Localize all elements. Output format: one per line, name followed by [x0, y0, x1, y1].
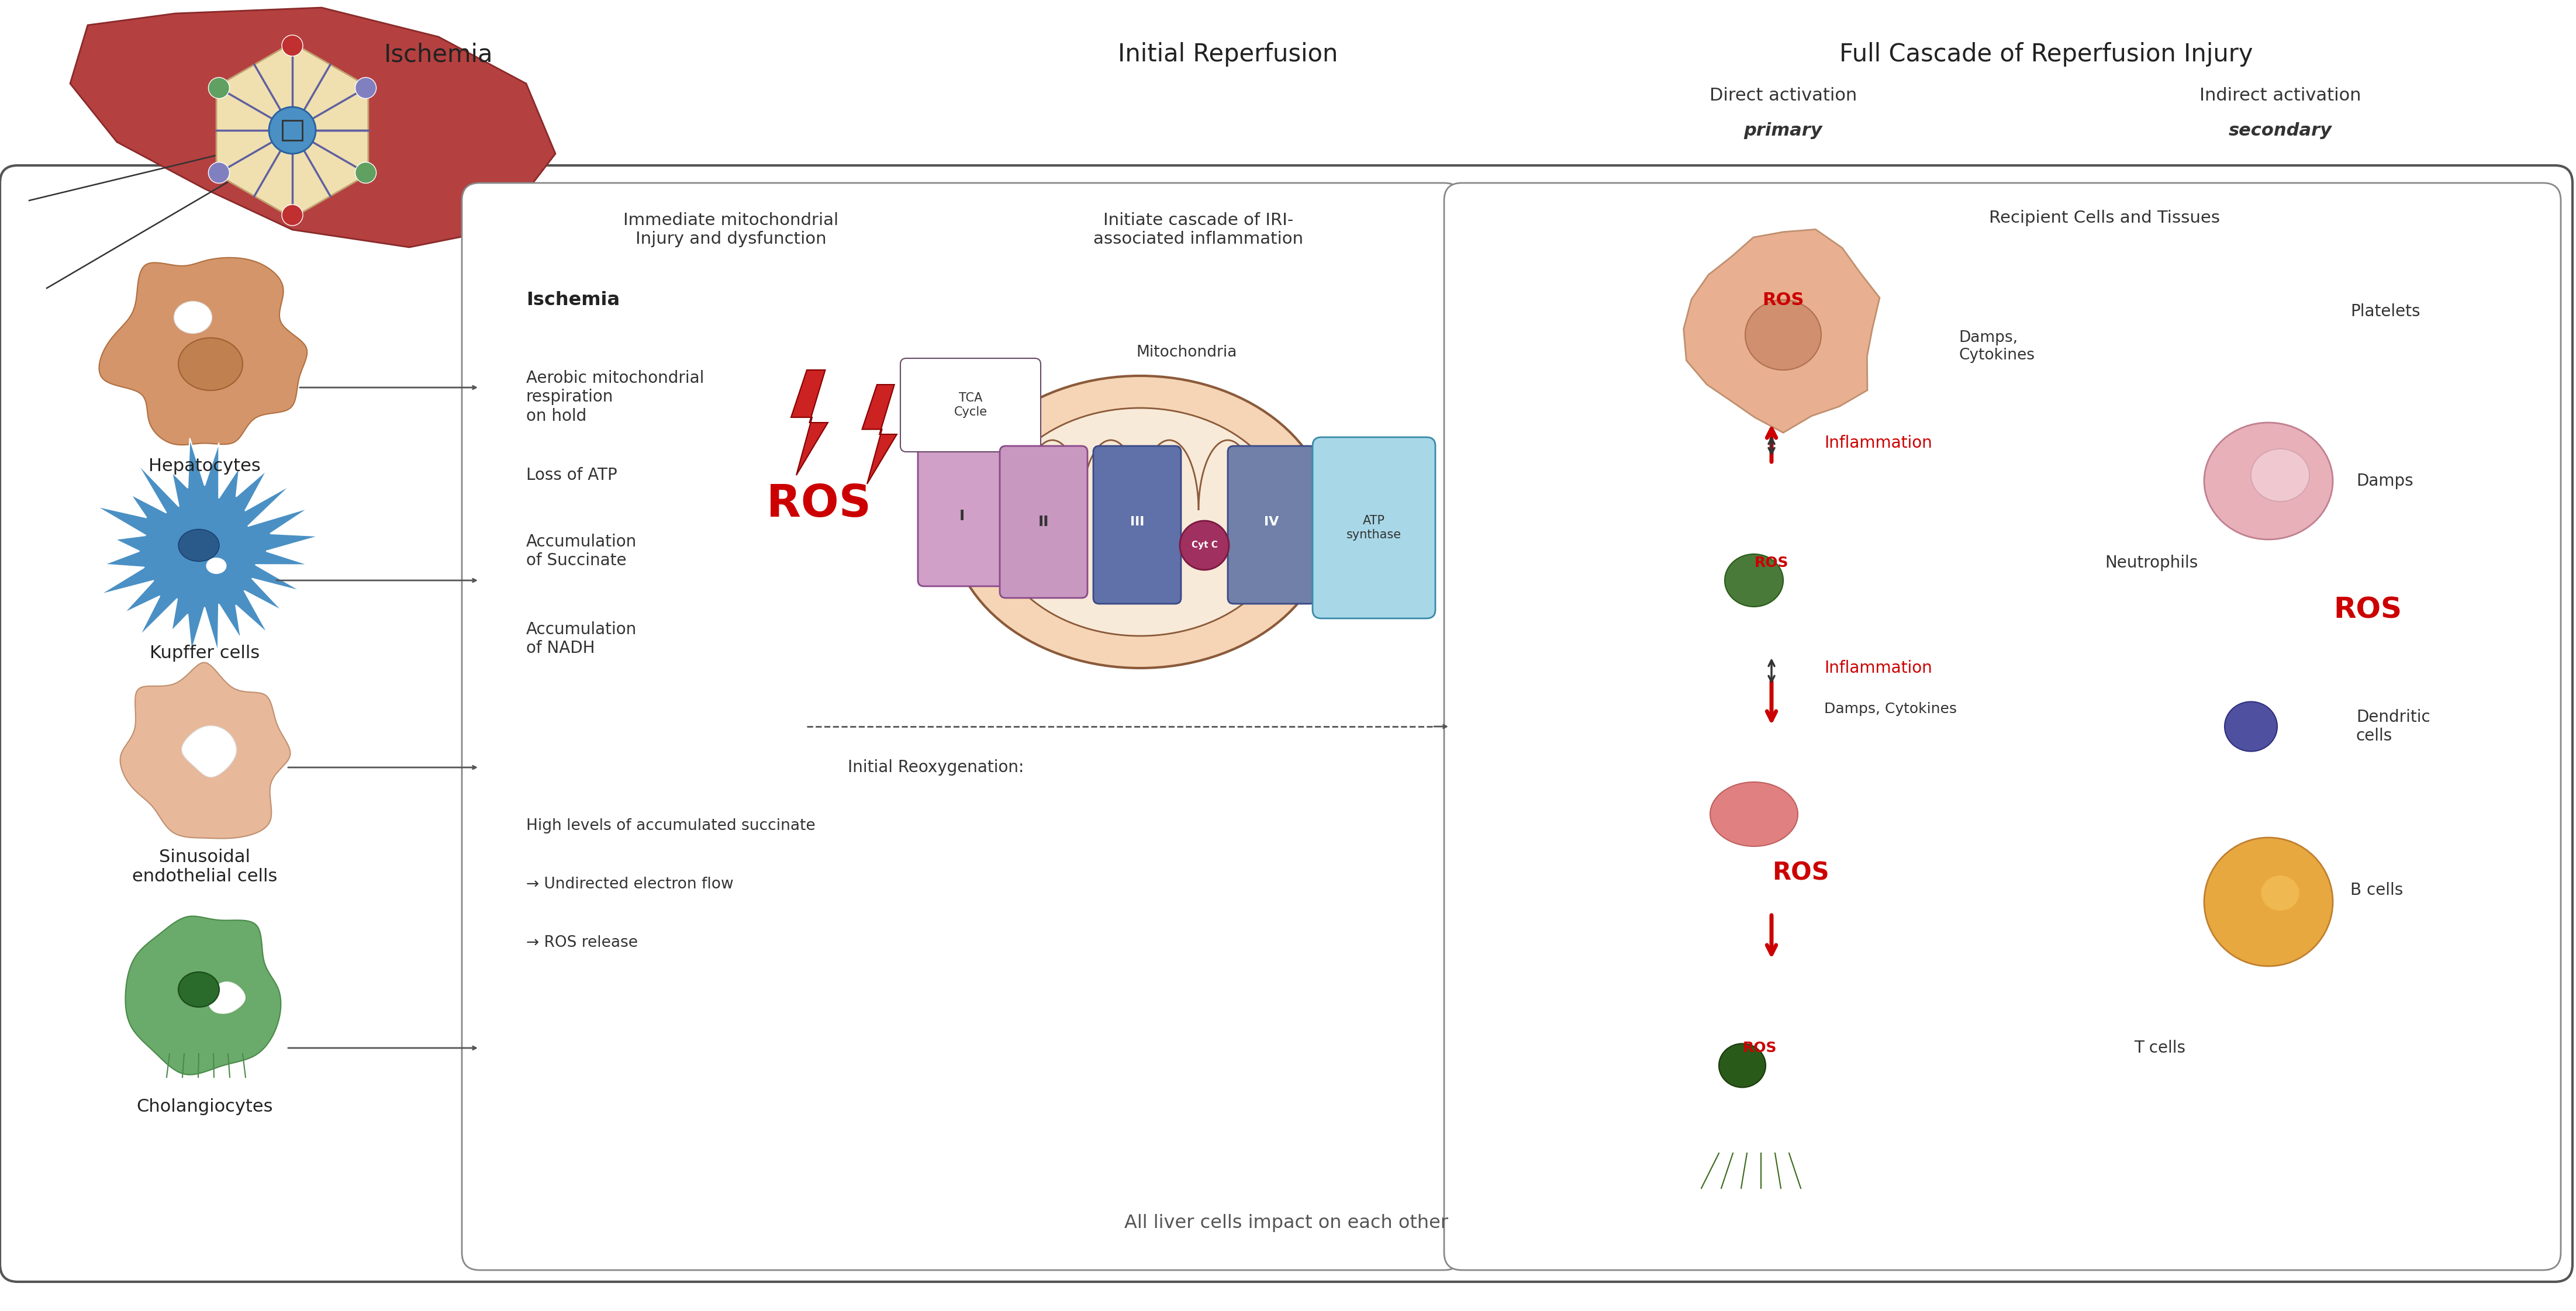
Circle shape [281, 35, 304, 56]
Ellipse shape [1718, 1044, 1765, 1087]
Text: Indirect activation: Indirect activation [2200, 87, 2362, 104]
Circle shape [209, 163, 229, 184]
Polygon shape [1906, 802, 1991, 889]
Polygon shape [98, 258, 307, 444]
Text: T cells: T cells [2133, 1040, 2184, 1057]
FancyBboxPatch shape [917, 446, 1005, 586]
Text: secondary: secondary [2228, 122, 2331, 139]
Polygon shape [2174, 244, 2321, 391]
FancyBboxPatch shape [1092, 446, 1180, 604]
Text: ROS: ROS [765, 482, 871, 526]
Text: Sinusoidal
endothelial cells: Sinusoidal endothelial cells [131, 848, 278, 885]
Text: Accumulation
of NADH: Accumulation of NADH [526, 621, 636, 657]
Text: Neutrophils: Neutrophils [2105, 555, 2197, 572]
FancyBboxPatch shape [0, 165, 2573, 1282]
Text: Ischemia: Ischemia [526, 291, 621, 309]
Ellipse shape [2226, 701, 2277, 751]
Text: II: II [1038, 515, 1048, 528]
Circle shape [355, 77, 376, 98]
Ellipse shape [2205, 422, 2334, 540]
Polygon shape [1638, 654, 1955, 1009]
Circle shape [281, 205, 304, 225]
Ellipse shape [2262, 876, 2300, 911]
Polygon shape [1685, 229, 1880, 433]
Text: → Undirected electron flow: → Undirected electron flow [526, 877, 734, 891]
Ellipse shape [175, 302, 211, 333]
Ellipse shape [1744, 300, 1821, 370]
Text: ROS: ROS [1772, 860, 1829, 885]
Text: Mitochondria: Mitochondria [1136, 345, 1236, 361]
Text: Hepatocytes: Hepatocytes [149, 458, 260, 475]
Polygon shape [2112, 595, 2385, 872]
FancyBboxPatch shape [1314, 437, 1435, 619]
Ellipse shape [992, 408, 1288, 636]
Text: Inflammation: Inflammation [1824, 435, 1932, 451]
Text: High levels of accumulated succinate: High levels of accumulated succinate [526, 818, 817, 834]
Text: Immediate mitochondrial
Injury and dysfunction: Immediate mitochondrial Injury and dysfu… [623, 212, 837, 248]
Circle shape [355, 163, 376, 184]
Ellipse shape [206, 557, 227, 574]
FancyBboxPatch shape [1445, 184, 2561, 1270]
Text: Recipient Cells and Tissues: Recipient Cells and Tissues [1989, 210, 2221, 227]
Text: ROS: ROS [1744, 1041, 1777, 1055]
Ellipse shape [178, 971, 219, 1007]
Text: TCA
Cycle: TCA Cycle [953, 392, 987, 418]
Ellipse shape [951, 376, 1329, 669]
Text: Initial Reperfusion: Initial Reperfusion [1118, 42, 1337, 67]
FancyBboxPatch shape [461, 184, 1461, 1270]
Text: Kupffer cells: Kupffer cells [149, 645, 260, 662]
Text: → ROS release: → ROS release [526, 935, 639, 950]
Text: ATP
synthase: ATP synthase [1347, 515, 1401, 540]
Ellipse shape [2251, 448, 2311, 502]
Text: Initiate cascade of IRI-
associated inflammation: Initiate cascade of IRI- associated infl… [1095, 212, 1303, 248]
Circle shape [2205, 838, 2334, 966]
Text: Full Cascade of Reperfusion Injury: Full Cascade of Reperfusion Injury [1839, 42, 2254, 67]
Text: IV: IV [1265, 517, 1280, 528]
Circle shape [268, 108, 317, 153]
Text: Dendritic
cells: Dendritic cells [2357, 709, 2429, 745]
Text: Aerobic mitochondrial
respiration
on hold: Aerobic mitochondrial respiration on hol… [526, 370, 703, 425]
Text: Cyt C: Cyt C [1190, 541, 1218, 549]
Polygon shape [863, 384, 896, 484]
Polygon shape [95, 438, 319, 653]
Polygon shape [1651, 957, 1868, 1159]
Text: B cells: B cells [2349, 882, 2403, 898]
Polygon shape [791, 370, 827, 475]
Text: Cholangiocytes: Cholangiocytes [137, 1097, 273, 1114]
Polygon shape [216, 43, 368, 218]
Text: Inflammation: Inflammation [1824, 659, 1932, 676]
Text: Loss of ATP: Loss of ATP [526, 467, 618, 484]
Text: Initial Reoxygenation:: Initial Reoxygenation: [848, 759, 1023, 776]
Text: I: I [958, 509, 963, 523]
Text: ROS: ROS [1754, 556, 1788, 570]
Circle shape [209, 77, 229, 98]
Text: Direct activation: Direct activation [1710, 87, 1857, 104]
Text: Damps, Cytokines: Damps, Cytokines [1824, 701, 1958, 716]
Ellipse shape [178, 338, 242, 391]
Polygon shape [183, 726, 237, 777]
Text: Accumulation
of Succinate: Accumulation of Succinate [526, 534, 636, 569]
Polygon shape [126, 916, 281, 1075]
FancyBboxPatch shape [902, 358, 1041, 452]
Circle shape [1180, 520, 1229, 570]
Text: III: III [1131, 517, 1144, 528]
Text: Damps,
Cytokines: Damps, Cytokines [1958, 330, 2035, 363]
Text: ROS: ROS [2334, 595, 2401, 624]
Ellipse shape [1710, 783, 1798, 847]
Polygon shape [121, 662, 291, 839]
Text: Damps: Damps [2357, 473, 2414, 489]
Text: ROS: ROS [1762, 291, 1803, 308]
Text: Platelets: Platelets [2349, 303, 2421, 320]
Text: Ischemia: Ischemia [384, 42, 492, 67]
Text: All liver cells impact on each other: All liver cells impact on each other [1123, 1214, 1448, 1232]
FancyBboxPatch shape [1229, 446, 1316, 604]
Polygon shape [70, 8, 556, 248]
Polygon shape [209, 982, 245, 1013]
Ellipse shape [1726, 555, 1783, 607]
Text: primary: primary [1744, 122, 1824, 139]
FancyBboxPatch shape [999, 446, 1087, 598]
Polygon shape [1600, 405, 1909, 739]
Ellipse shape [178, 530, 219, 561]
